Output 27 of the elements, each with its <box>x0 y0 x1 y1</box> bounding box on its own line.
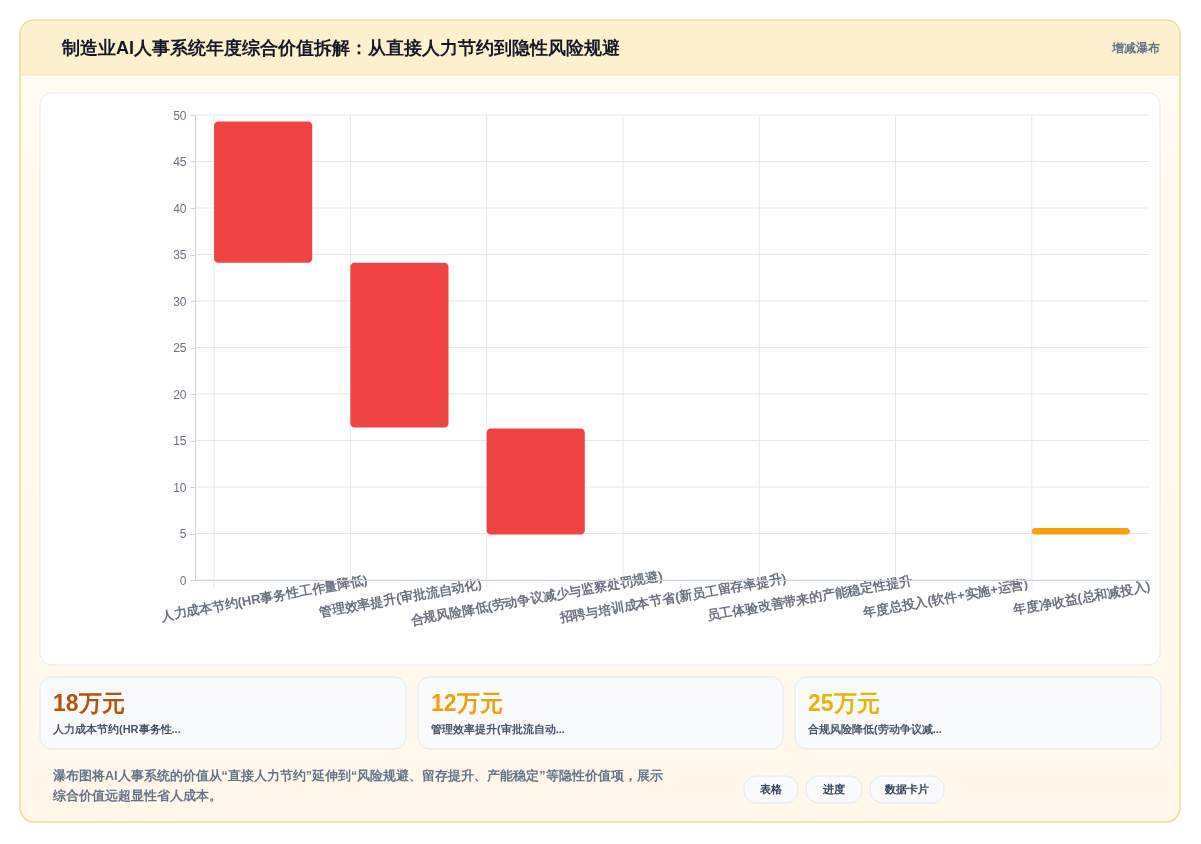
bar <box>486 428 585 535</box>
text: 合规风险降低(劳动争议减... <box>807 723 942 736</box>
y-tick-label: 5 <box>179 527 187 541</box>
text: 表格 <box>759 783 783 795</box>
y-tick-label: 20 <box>173 387 187 402</box>
bar <box>1031 527 1130 535</box>
y-tick-label: 35 <box>173 248 187 262</box>
text: 人力成本节约(HR事务性... <box>52 723 181 736</box>
text: 25万元 <box>808 690 880 716</box>
y-tick-label: 30 <box>173 294 187 309</box>
bar <box>350 262 449 428</box>
y-tick-label: 15 <box>173 434 187 448</box>
text: 瀑布图将AI人事系统的价值从“直接人力节约”延伸到“风险规避、留存提升、产能稳定”等隐性价值项，展示综合价值远超显性省人成本。 <box>52 768 663 803</box>
bar <box>214 121 313 263</box>
text: 18万元 <box>53 690 125 716</box>
text: 进度 <box>822 783 845 795</box>
text: 12万元 <box>431 690 503 716</box>
y-tick-label: 0 <box>179 573 187 588</box>
y-tick-label: 40 <box>173 201 187 216</box>
chart-title: 制造业AI人事系统年度综合价值拆解：从直接人力节约到隐性风险规避 <box>61 38 620 58</box>
y-tick-label: 10 <box>173 480 187 495</box>
text: 增减瀑布 <box>1111 41 1160 55</box>
text: 数据卡片 <box>884 783 929 795</box>
text: 管理效率提升(审批流自动... <box>430 723 565 735</box>
y-tick-label: 45 <box>173 155 187 169</box>
y-tick-label: 25 <box>173 341 187 355</box>
y-tick-label: 50 <box>173 108 187 123</box>
